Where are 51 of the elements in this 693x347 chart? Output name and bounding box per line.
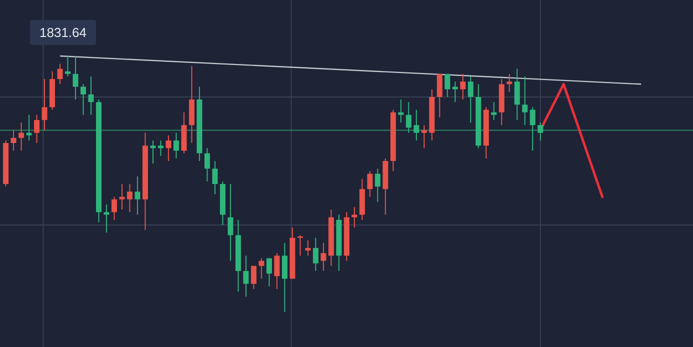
candlestick [166,134,172,162]
candlestick [282,242,288,312]
candlestick [10,130,16,152]
candlestick [42,78,48,131]
candlestick [374,168,380,202]
candlestick [468,76,474,124]
candlestick [305,240,311,256]
candlestick [173,132,179,159]
candlestick [88,76,94,116]
candlestick [460,73,466,100]
candlestick [104,204,110,234]
candlestick [34,114,40,144]
candlestick [158,140,164,156]
candlestick [514,68,520,120]
candlestick [367,170,373,198]
candlestick [250,265,256,290]
candlestick [204,148,210,182]
candlestick [228,184,234,262]
candlestick [72,56,78,100]
candlestick [436,73,442,118]
text: 1831.64 [40,25,86,40]
candlestick [320,242,326,272]
candlestick [258,258,264,280]
candlestick [274,252,280,290]
candlestick [491,102,497,120]
candlestick [119,184,125,210]
candlestick [530,106,536,152]
candlestick [26,114,32,141]
candlestick [421,124,427,149]
candlestick [150,140,156,164]
candlestick [212,160,218,195]
candlestick [414,109,420,141]
candlestick [297,234,303,256]
candlestick [266,258,272,287]
candlestick [452,81,458,103]
candlestick [134,176,140,216]
candlestick [312,237,318,272]
candlestick [18,122,24,152]
candlestick [352,206,358,228]
candlestick [398,99,404,124]
candlestick [126,184,132,213]
candlestick [57,63,63,85]
candlestick [111,196,117,220]
candlestick [444,73,450,98]
candlestick [80,84,86,116]
candlestick [522,76,528,126]
candlestick [506,73,512,92]
candlestick [65,56,71,77]
candlestick [538,122,544,141]
candlestick [243,255,249,298]
candlestick [406,102,412,134]
